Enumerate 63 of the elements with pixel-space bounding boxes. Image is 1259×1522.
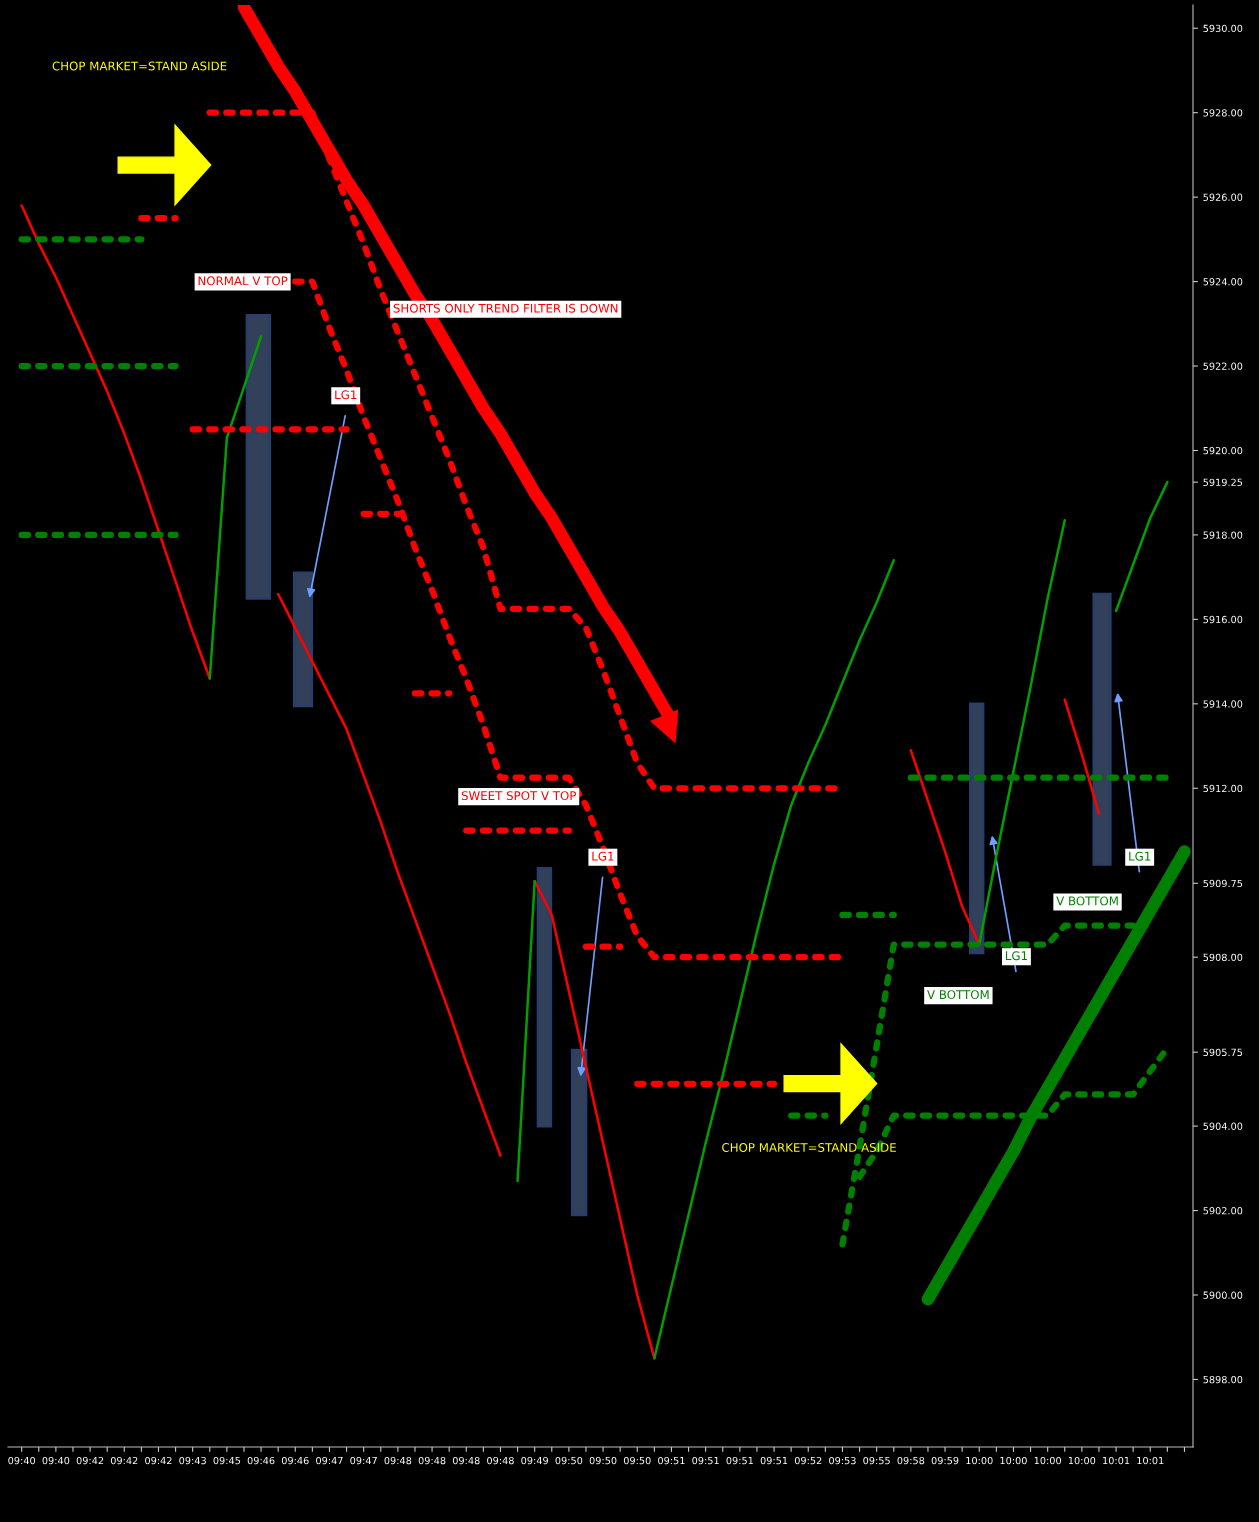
y-tick-label: 5928.00 (1203, 109, 1243, 117)
x-tick-label: 09:55 (863, 1456, 890, 1465)
annotation: CHOP MARKET=STAND ASIDE (52, 61, 227, 71)
annotation: V BOTTOM (1056, 896, 1118, 906)
y-tick-label: 5926.00 (1203, 193, 1243, 201)
y-tick-label: 5905.75 (1203, 1048, 1243, 1057)
y-tick-label: 5916.00 (1203, 615, 1243, 624)
y-tick-label: 5919.25 (1203, 478, 1243, 486)
annotation: V BOTTOM (927, 990, 989, 1000)
x-tick-label: 09:46 (247, 1456, 275, 1465)
y-tick-label: 5920.00 (1203, 446, 1243, 455)
x-tick-label: 09:52 (794, 1456, 822, 1465)
x-tick-label: 09:53 (829, 1456, 856, 1465)
x-tick-label: 09:50 (589, 1456, 617, 1465)
x-tick-label: 09:47 (350, 1456, 377, 1465)
x-tick-label: 09:48 (384, 1456, 412, 1465)
x-tick-label: 09:49 (521, 1456, 548, 1465)
x-tick-label: 10:00 (966, 1456, 993, 1465)
x-tick-label: 09:48 (487, 1456, 514, 1465)
annotation: NORMAL V TOP (198, 276, 288, 286)
x-tick-label: 09:48 (452, 1456, 480, 1465)
x-tick-label: 09:42 (76, 1456, 104, 1465)
y-tick-label: 5930.00 (1203, 24, 1243, 33)
annotation: LG1 (592, 851, 614, 861)
x-tick-label: 09:51 (760, 1456, 788, 1465)
x-tick-label: 10:00 (1034, 1456, 1062, 1465)
x-tick-label: 09:45 (213, 1456, 241, 1465)
x-tick-label: 10:01 (1137, 1456, 1164, 1465)
x-tick-label: 09:51 (692, 1456, 719, 1465)
annotation: LG1 (1129, 851, 1151, 861)
x-tick-label: 09:40 (8, 1456, 36, 1465)
y-tick-label: 5918.00 (1203, 531, 1243, 539)
x-tick-label: 09:40 (42, 1456, 70, 1465)
annotation: SHORTS ONLY TREND FILTER IS DOWN (393, 303, 618, 313)
x-tick-label: 10:00 (1068, 1456, 1096, 1465)
y-tick-label: 5900.00 (1203, 1291, 1243, 1299)
y-tick-label: 5924.00 (1203, 278, 1243, 286)
x-tick-label: 09:47 (316, 1456, 343, 1465)
x-tick-label: 09:42 (145, 1456, 172, 1465)
x-tick-label: 09:59 (931, 1456, 959, 1465)
annotation: CHOP MARKET=STAND ASIDE (722, 1143, 896, 1152)
y-tick-label: 5922.00 (1203, 362, 1243, 370)
x-tick-label: 09:51 (658, 1456, 685, 1465)
x-tick-label: 09:46 (281, 1456, 309, 1465)
x-tick-label: 09:51 (726, 1456, 753, 1465)
x-tick-label: 10:01 (1103, 1456, 1130, 1465)
y-tick-label: 5898.00 (1203, 1375, 1243, 1384)
annotation: LG1 (1005, 951, 1027, 961)
annotation: LG1 (335, 390, 357, 400)
x-tick-label: 10:00 (1000, 1456, 1027, 1465)
y-tick-label: 5904.00 (1203, 1122, 1243, 1130)
y-tick-label: 5902.00 (1203, 1207, 1243, 1215)
y-tick-label: 5912.00 (1203, 784, 1243, 793)
y-tick-label: 5914.00 (1203, 700, 1243, 708)
annotation: SWEET SPOT V TOP (461, 791, 577, 801)
y-tick-label: 5909.75 (1203, 879, 1243, 888)
x-tick-label: 09:43 (179, 1456, 206, 1465)
x-tick-label: 09:50 (555, 1456, 583, 1465)
x-tick-label: 09:48 (418, 1456, 446, 1465)
x-tick-label: 09:58 (897, 1456, 925, 1465)
y-tick-label: 5908.00 (1203, 953, 1243, 962)
x-tick-label: 09:42 (110, 1456, 138, 1465)
x-tick-label: 09:50 (623, 1456, 651, 1465)
